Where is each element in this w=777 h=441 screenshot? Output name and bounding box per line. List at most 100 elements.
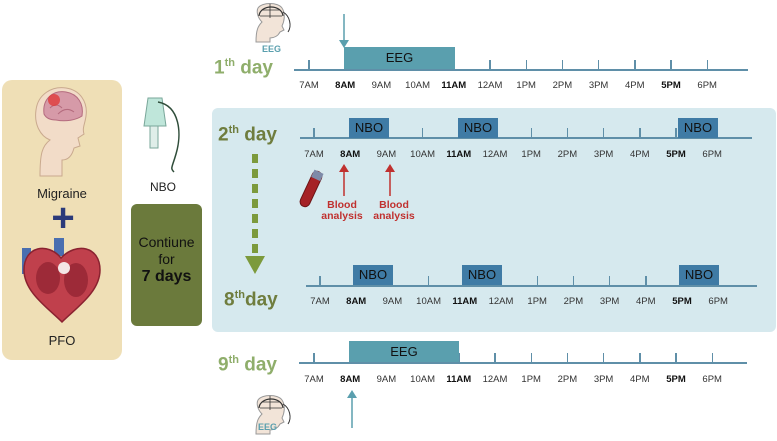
- day8-hour-label: 11AM: [452, 296, 478, 307]
- day1-hour-label: 1PM: [516, 80, 536, 91]
- day8-hour-label: 10AM: [416, 296, 441, 307]
- day2-timeline-axis: [300, 137, 752, 139]
- day1-tick: [597, 60, 600, 69]
- day9-tick: [530, 353, 532, 362]
- treatment-period-panel: [212, 108, 776, 332]
- day8-hour-label: 12AM: [488, 296, 514, 307]
- day2-nbo-session-1: NBO: [349, 118, 389, 138]
- day9-hour-label: 9AM: [376, 374, 397, 385]
- day2-tick: [566, 128, 569, 137]
- day9-hour-label: 7AM: [304, 374, 324, 385]
- eeg-head-icon-day1: [255, 3, 291, 43]
- day8-nbo-session-2: NBO: [462, 265, 502, 285]
- day9-hour-label: 8AM: [340, 374, 361, 385]
- day9-hour-label: 11AM: [446, 374, 472, 385]
- day8-timeline-axis: [306, 285, 757, 287]
- day2-hour-label: 2PM: [557, 149, 578, 160]
- continue-line2: for: [158, 251, 175, 267]
- day1-tick: [670, 60, 672, 69]
- continuation-arrow-icon: [245, 154, 265, 274]
- day9-timeline-axis: [299, 362, 747, 364]
- day-1-label: 1th day: [214, 57, 273, 79]
- day8-tick: [608, 276, 611, 285]
- continue-line1: Contiune: [138, 234, 195, 250]
- day1-timeline-axis: [294, 69, 748, 71]
- day1-tick: [634, 60, 636, 69]
- eeg-caption-day9: EEG: [258, 422, 278, 432]
- day9-tick: [639, 353, 641, 362]
- day1-hour-label: 5PM: [661, 80, 681, 91]
- day9-tick: [313, 353, 315, 362]
- day8-tick: [536, 276, 538, 285]
- day9-hour-label: 10AM: [410, 374, 435, 385]
- day8-hour-label: 6PM: [708, 296, 728, 307]
- day1-hour-label: 4PM: [625, 80, 645, 91]
- day8-hour-label: 2PM: [563, 296, 584, 307]
- day9-hour-label: 3PM: [593, 374, 614, 385]
- day-9-label: 9th day: [218, 354, 277, 376]
- day9-tick: [566, 353, 569, 362]
- day2-tick: [421, 128, 424, 137]
- blood-arrow-2: [385, 164, 395, 196]
- day8-hour-label: 9AM: [382, 296, 403, 307]
- day1-hour-label: 2PM: [552, 80, 573, 91]
- day8-nbo-session-3: NBO: [679, 265, 719, 285]
- day8-hour-label: 1PM: [527, 296, 547, 307]
- day9-hour-label: 12AM: [482, 374, 508, 385]
- day9-hour-label: 1PM: [521, 374, 541, 385]
- day1-tick: [489, 60, 491, 69]
- day1-hour-label: 6PM: [697, 80, 717, 91]
- day8-hour-label: 5PM: [672, 296, 692, 307]
- day1-hour-label: 3PM: [588, 80, 609, 91]
- day1-tick: [525, 60, 527, 69]
- day2-tick: [530, 128, 532, 137]
- day2-hour-label: 5PM: [666, 149, 686, 160]
- continue-box: Contiune for 7 days: [131, 204, 202, 326]
- day9-tick: [602, 353, 605, 362]
- day1-hour-label: 7AM: [299, 80, 319, 91]
- day1-eeg-session-1: EEG: [344, 47, 455, 69]
- migraine-head-icon: [35, 87, 87, 177]
- nbo-label: NBO: [149, 180, 176, 194]
- day8-tick: [645, 276, 647, 285]
- day2-hour-label: 11AM: [446, 149, 472, 160]
- heart-icon: [22, 238, 101, 324]
- day2-hour-label: 6PM: [702, 149, 722, 160]
- day9-hour-label: 4PM: [630, 374, 650, 385]
- day1-hour-label: 11AM: [441, 80, 467, 91]
- pfo-label: PFO: [48, 333, 76, 348]
- day8-hour-label: 3PM: [599, 296, 620, 307]
- eeg-head-icon-day9: [255, 395, 291, 435]
- day2-tick: [313, 128, 315, 137]
- day2-hour-label: 7AM: [304, 149, 324, 160]
- day8-hour-label: 7AM: [310, 296, 330, 307]
- blood-tube-icon: [299, 169, 324, 208]
- day1-hour-label: 9AM: [371, 80, 392, 91]
- blood-arrow-1: [339, 164, 349, 196]
- oxygen-mask-icon: [143, 97, 180, 173]
- eeg-start-arrow-day9: [347, 390, 357, 428]
- day2-tick: [675, 128, 677, 137]
- day-8-label: 8thday: [224, 289, 278, 311]
- day1-tick: [308, 60, 310, 69]
- day8-tick: [427, 276, 430, 285]
- day1-hour-label: 10AM: [405, 80, 430, 91]
- day2-hour-label: 9AM: [376, 149, 397, 160]
- day2-hour-label: 1PM: [521, 149, 541, 160]
- day9-hour-label: 6PM: [702, 374, 722, 385]
- eeg-start-arrow-day1: [339, 14, 349, 48]
- day1-hour-label: 8AM: [335, 80, 356, 91]
- day8-tick: [572, 276, 575, 285]
- day8-hour-label: 8AM: [346, 296, 367, 307]
- day9-tick: [494, 353, 496, 362]
- day2-hour-label: 10AM: [410, 149, 435, 160]
- day2-tick: [639, 128, 641, 137]
- day-2-label: 2th day: [218, 124, 277, 146]
- day2-nbo-session-3: NBO: [678, 118, 718, 138]
- day2-hour-label: 3PM: [593, 149, 614, 160]
- day1-tick: [706, 60, 708, 69]
- blood-analysis-label-1: Blood analysis: [321, 199, 363, 222]
- day9-tick: [675, 353, 677, 362]
- day1-tick: [561, 60, 564, 69]
- day9-hour-label: 2PM: [557, 374, 578, 385]
